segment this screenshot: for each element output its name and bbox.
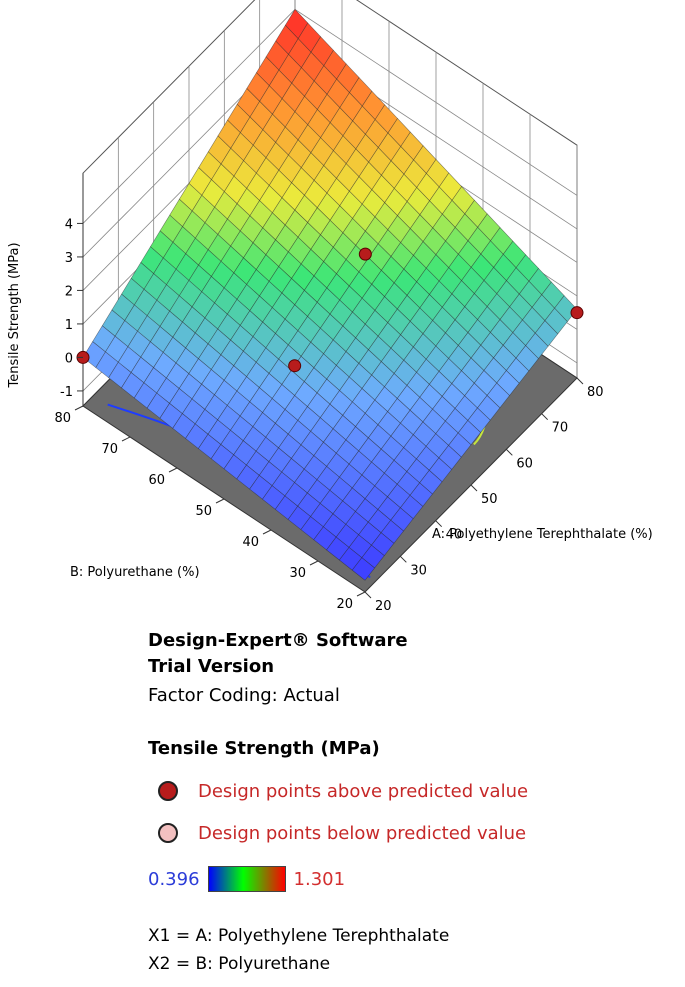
x-tick-mark <box>470 484 478 492</box>
y-tick-mark <box>356 591 366 597</box>
factor-x1: X1 = A: Polyethylene Terephthalate <box>148 926 450 946</box>
x-tick-label: 50 <box>481 492 498 507</box>
z-tick-label: 3 <box>65 251 73 266</box>
y-tick-label: 30 <box>289 566 306 581</box>
scale-min: 0.396 <box>148 868 200 890</box>
y-tick-label: 50 <box>195 504 212 519</box>
response-surface-plot: 20 30 40 50 60 70 80 20 30 40 50 60 70 80 -1 0 1 2 3 4 Tens… <box>7 0 653 614</box>
x-tick-label: 70 <box>552 421 569 436</box>
design-point <box>288 359 302 373</box>
factor-coding: Factor Coding: Actual <box>148 685 340 706</box>
z-tick-label: 2 <box>65 284 73 299</box>
z-tick-label: 0 <box>65 351 73 366</box>
factor-x2: X2 = B: Polyurethane <box>148 954 331 974</box>
below-point-icon <box>158 823 178 843</box>
x-tick-mark <box>364 591 372 599</box>
y-tick-mark <box>74 405 84 411</box>
surface-mesh <box>82 8 578 581</box>
x-tick-label: 60 <box>516 456 533 471</box>
x-tick-mark <box>399 555 407 563</box>
y-tick-mark <box>215 498 225 504</box>
y-tick-mark <box>309 560 319 566</box>
design-points <box>76 247 584 373</box>
design-point <box>570 306 584 320</box>
factor-definitions: X1 = A: Polyethylene Terephthalate X2 = … <box>148 922 668 978</box>
color-scale-bar <box>207 866 286 892</box>
x-tick-label: 30 <box>410 563 427 578</box>
y-tick-mark <box>262 529 272 535</box>
x-tick-mark <box>435 520 443 528</box>
x-tick-mark <box>505 448 513 456</box>
above-label: Design points above predicted value <box>198 780 529 802</box>
z-tick-label: 4 <box>65 217 73 232</box>
y-tick-label: 20 <box>336 597 353 612</box>
surface-cell <box>351 557 376 581</box>
legend-above-row: Design points above predicted value <box>148 778 668 804</box>
y-tick-mark <box>168 467 178 473</box>
z-axis-label: Tensile Strength (MPa) <box>7 242 22 388</box>
x-axis-label: A: Polyethylene Terephthalate (%) <box>432 527 653 542</box>
y-tick-label: 40 <box>242 535 259 550</box>
below-label: Design points below predicted value <box>198 822 527 844</box>
z-tick-label: 1 <box>65 318 73 333</box>
above-point-icon <box>158 781 178 801</box>
x-tick-mark <box>576 377 584 385</box>
y-axis-label: B: Polyurethane (%) <box>70 565 200 580</box>
x-tick-label: 20 <box>375 599 392 614</box>
axis-ticks: 20 30 40 50 60 70 80 20 30 40 50 60 70 80 -1 0 1 2 3 4 <box>54 217 603 614</box>
version-label: Trial Version <box>148 656 275 677</box>
x-tick-label: 40 <box>446 528 463 543</box>
z-tick-label: -1 <box>60 385 73 400</box>
software-name: Design-Expert® Software <box>148 630 408 651</box>
y-tick-mark <box>121 436 131 442</box>
legend-panel: Design-Expert® Software Trial Version Fa… <box>148 628 668 978</box>
x-tick-mark <box>541 413 549 421</box>
x-tick-label: 80 <box>587 385 604 400</box>
y-tick-label: 80 <box>54 411 71 426</box>
response-title: Tensile Strength (MPa) <box>148 738 380 759</box>
scale-max: 1.301 <box>293 868 346 890</box>
design-point <box>358 247 372 261</box>
y-tick-label: 70 <box>101 442 118 457</box>
color-scale: 0.396 1.301 <box>148 866 668 892</box>
legend-below-row: Design points below predicted value <box>148 820 668 846</box>
y-tick-label: 60 <box>148 473 165 488</box>
